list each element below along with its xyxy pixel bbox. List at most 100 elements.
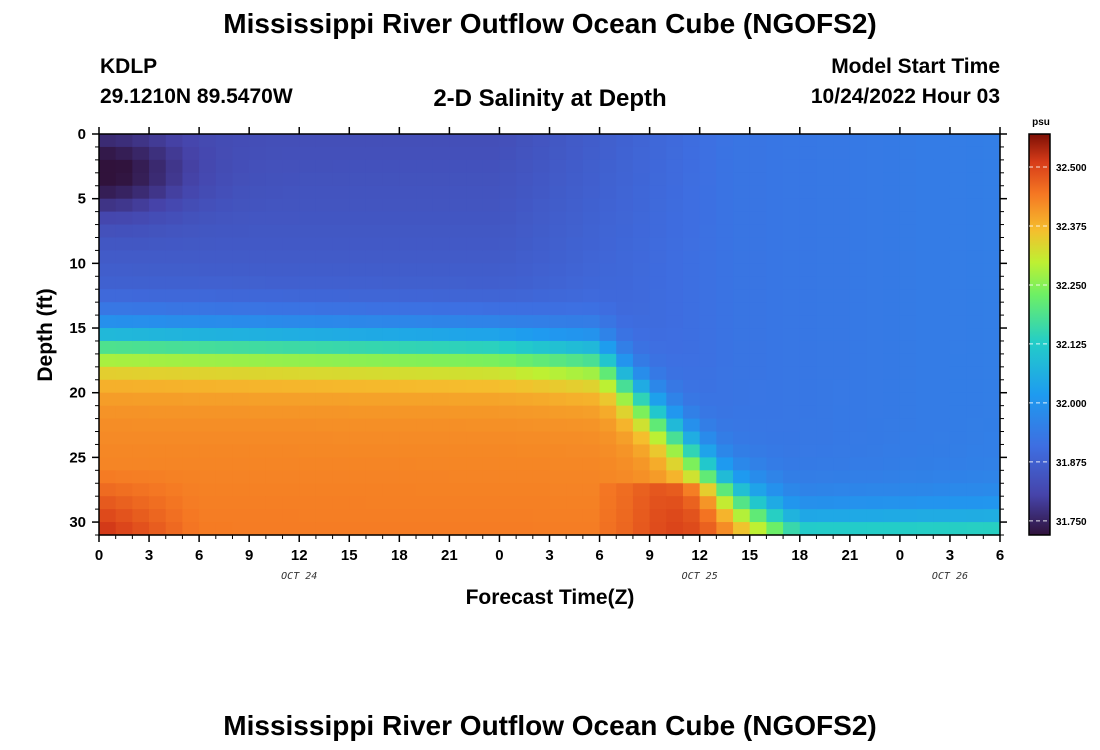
heatmap-cell xyxy=(866,405,884,420)
heatmap-cell xyxy=(733,250,751,264)
heatmap-cell xyxy=(666,392,684,407)
heatmap-cell xyxy=(432,198,450,213)
heatmap-cell xyxy=(499,211,517,226)
heatmap-cell xyxy=(632,444,651,458)
heatmap-cell xyxy=(549,159,567,174)
heatmap-cell xyxy=(983,315,1001,329)
heatmap-cell xyxy=(733,340,751,355)
heatmap-cell xyxy=(432,250,450,264)
heatmap-cell xyxy=(849,146,868,161)
heatmap-cell xyxy=(416,224,434,239)
heatmap-cell xyxy=(332,444,350,458)
heatmap-cell xyxy=(282,134,300,148)
x-tick-label: 6 xyxy=(195,547,203,564)
heatmap-cell xyxy=(165,134,184,148)
heatmap-cell xyxy=(182,522,200,536)
heatmap-cell xyxy=(165,263,184,277)
heatmap-cell xyxy=(499,340,517,355)
heatmap-cell xyxy=(983,211,1001,226)
heatmap-cell xyxy=(916,470,934,484)
heatmap-cell xyxy=(866,431,884,446)
heatmap-cell xyxy=(682,431,701,446)
heatmap-cell xyxy=(249,185,267,200)
heatmap-cell xyxy=(566,509,584,523)
heatmap-cell xyxy=(449,159,467,174)
heatmap-cell xyxy=(582,509,601,523)
heatmap-cell xyxy=(315,457,334,471)
heatmap-cell xyxy=(566,483,584,497)
heatmap-cell xyxy=(432,263,450,277)
heatmap-cell xyxy=(983,289,1001,303)
heatmap-cell xyxy=(866,263,884,277)
heatmap-cell xyxy=(616,224,634,239)
heatmap-cell xyxy=(282,483,300,497)
heatmap-cell xyxy=(849,211,868,226)
heatmap-cell xyxy=(199,340,217,355)
heatmap-cell xyxy=(682,315,701,329)
heatmap-cell xyxy=(799,224,818,239)
heatmap-cell xyxy=(499,289,517,303)
heatmap-cell xyxy=(215,431,234,446)
heatmap-cell xyxy=(799,392,818,407)
heatmap-cell xyxy=(516,418,534,433)
heatmap-cell xyxy=(883,276,901,290)
heatmap-cell xyxy=(783,250,801,264)
heatmap-cell xyxy=(265,198,284,213)
heatmap-cell xyxy=(449,366,467,381)
heatmap-cell xyxy=(949,146,968,161)
heatmap-cell xyxy=(733,146,751,161)
heatmap-cell xyxy=(699,237,717,252)
heatmap-cell xyxy=(566,302,584,316)
heatmap-cell xyxy=(916,522,934,536)
heatmap-cell xyxy=(215,328,234,342)
heatmap-cell xyxy=(349,289,367,303)
heatmap-cell xyxy=(632,250,651,264)
x-tick-label: 12 xyxy=(691,547,708,564)
heatmap-cell xyxy=(783,405,801,420)
heatmap-cell xyxy=(883,366,901,381)
heatmap-cell xyxy=(516,405,534,420)
heatmap-cell xyxy=(682,392,701,407)
heatmap-cell xyxy=(933,289,951,303)
heatmap-cell xyxy=(232,392,250,407)
heatmap-cell xyxy=(315,470,334,484)
heatmap-cell xyxy=(499,470,517,484)
heatmap-cell xyxy=(232,263,250,277)
heatmap-cell xyxy=(949,522,968,536)
heatmap-cell xyxy=(916,211,934,226)
heatmap-cell xyxy=(632,483,651,497)
heatmap-cell xyxy=(682,134,701,148)
heatmap-cell xyxy=(499,405,517,420)
heatmap-cell xyxy=(332,353,350,368)
heatmap-cell xyxy=(332,431,350,446)
heatmap-cell xyxy=(816,418,834,433)
heatmap-cell xyxy=(883,159,901,174)
heatmap-cell xyxy=(532,418,551,433)
colorbar-tick-label: 32.500 xyxy=(1056,163,1087,174)
heatmap-cell xyxy=(566,366,584,381)
heatmap-cell xyxy=(449,483,467,497)
model-start-label: Model Start Time xyxy=(831,55,1000,78)
heatmap-cell xyxy=(349,185,367,200)
heatmap-cell xyxy=(99,276,117,290)
heatmap-cell xyxy=(382,211,400,226)
heatmap-cell xyxy=(866,483,884,497)
heatmap-cell xyxy=(682,366,701,381)
heatmap-cell xyxy=(315,509,334,523)
heatmap-cell xyxy=(833,405,851,420)
heatmap-cell xyxy=(816,198,834,213)
heatmap-cell xyxy=(783,185,801,200)
colorbar-tick-label: 31.750 xyxy=(1056,517,1087,528)
heatmap-cell xyxy=(232,237,250,252)
heatmap-cell xyxy=(582,328,601,342)
heatmap-cell xyxy=(382,522,400,536)
heatmap-cell xyxy=(499,496,517,510)
heatmap-cell xyxy=(365,250,384,264)
heatmap-cell xyxy=(315,431,334,446)
heatmap-cell xyxy=(949,211,968,226)
heatmap-cell xyxy=(766,496,784,510)
heatmap-cell xyxy=(749,276,768,290)
heatmap-cell xyxy=(733,418,751,433)
heatmap-cell xyxy=(115,392,133,407)
